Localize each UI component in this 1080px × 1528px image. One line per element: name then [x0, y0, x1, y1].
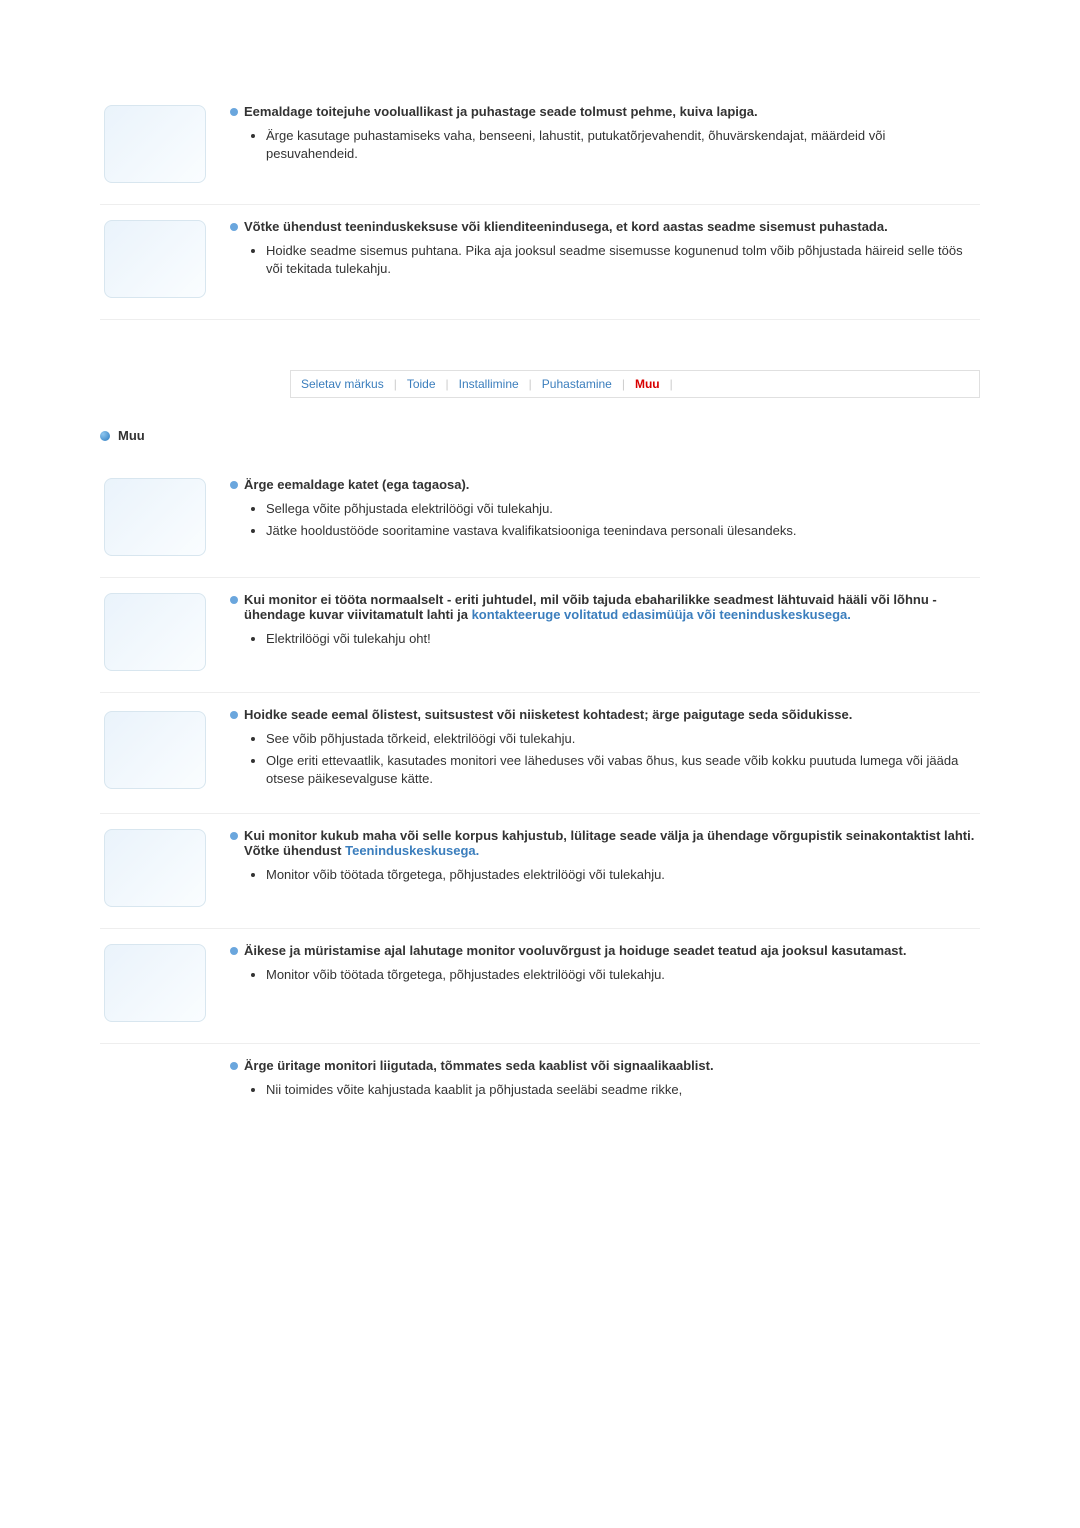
- safety-item: Ärge üritage monitori liigutada, tõmmate…: [100, 1044, 980, 1158]
- illustration-empty: [100, 1058, 210, 1138]
- bullet-list: Elektrilöögi või tulekahju oht!: [266, 630, 980, 648]
- safety-item: Võtke ühendust teeninduskeksuse või klie…: [100, 205, 980, 320]
- item-content: Kui monitor kukub maha või selle korpus …: [230, 828, 980, 908]
- nav-separator: |: [394, 377, 397, 391]
- illustration: [100, 592, 210, 672]
- item-heading: Eemaldage toitejuhe vooluallikast ja puh…: [230, 104, 980, 119]
- heading-extra-prefix: Võtke ühendust: [244, 843, 345, 858]
- item-content: Eemaldage toitejuhe vooluallikast ja puh…: [230, 104, 980, 184]
- safety-item: Kui monitor ei tööta normaalselt - eriti…: [100, 578, 980, 693]
- tab-nav-wrapper: Seletav märkus | Toide | Installimine | Puh…: [100, 370, 980, 398]
- item-content: Äikese ja müristamise ajal lahutage moni…: [230, 943, 980, 1023]
- bullet: Elektrilöögi või tulekahju oht!: [266, 630, 980, 648]
- illustration-placeholder: [104, 220, 206, 298]
- illustration-placeholder: [104, 711, 206, 789]
- item-heading: Ärge üritage monitori liigutada, tõmmate…: [230, 1058, 980, 1073]
- item-heading: Hoidke seade eemal õlistest, suitsustest…: [230, 707, 980, 722]
- safety-item: Ärge eemaldage katet (ega tagaosa). Sell…: [100, 463, 980, 578]
- illustration-placeholder: [104, 105, 206, 183]
- illustration: [100, 219, 210, 299]
- item-heading: Ärge eemaldage katet (ega tagaosa).: [230, 477, 980, 492]
- bullet-list: Hoidke seadme sisemus puhtana. Pika aja …: [266, 242, 980, 278]
- item-heading: Kui monitor kukub maha või selle korpus …: [230, 828, 980, 858]
- nav-separator: |: [670, 377, 673, 391]
- bullet-list: Monitor võib töötada tõrgetega, põhjusta…: [266, 866, 980, 884]
- heading-link[interactable]: kontakteeruge volitatud edasimüüja või t…: [472, 607, 851, 622]
- bullet: Jätke hooldustööde sooritamine vastava k…: [266, 522, 980, 540]
- bullet-list: Nii toimides võite kahjustada kaablit ja…: [266, 1081, 980, 1099]
- page: Eemaldage toitejuhe vooluallikast ja puh…: [0, 0, 1080, 1198]
- bullet-list: Monitor võib töötada tõrgetega, põhjusta…: [266, 966, 980, 984]
- bullet: Nii toimides võite kahjustada kaablit ja…: [266, 1081, 980, 1099]
- item-content: Ärge üritage monitori liigutada, tõmmate…: [230, 1058, 980, 1138]
- bullet-list: See võib põhjustada tõrkeid, elektrilöög…: [266, 730, 980, 789]
- nav-separator: |: [446, 377, 449, 391]
- heading-extra: Võtke ühendust Teeninduskeskusega.: [244, 843, 980, 858]
- illustration: [100, 477, 210, 557]
- bullet: Hoidke seadme sisemus puhtana. Pika aja …: [266, 242, 980, 278]
- illustration-placeholder: [104, 829, 206, 907]
- nav-separator: |: [622, 377, 625, 391]
- item-heading: Kui monitor ei tööta normaalselt - eriti…: [230, 592, 980, 622]
- item-content: Võtke ühendust teeninduskeksuse või klie…: [230, 219, 980, 299]
- bullet-list: Sellega võite põhjustada elektrilöögi võ…: [266, 500, 980, 540]
- item-heading: Võtke ühendust teeninduskeksuse või klie…: [230, 219, 980, 234]
- item-content: Kui monitor ei tööta normaalselt - eriti…: [230, 592, 980, 672]
- bullet: See võib põhjustada tõrkeid, elektrilöög…: [266, 730, 980, 748]
- bullet: Ärge kasutage puhastamiseks vaha, bensee…: [266, 127, 980, 163]
- illustration: [100, 828, 210, 908]
- illustration: [100, 707, 210, 793]
- bullet: Sellega võite põhjustada elektrilöögi võ…: [266, 500, 980, 518]
- nav-item-active[interactable]: Muu: [635, 377, 660, 391]
- safety-item: Äikese ja müristamise ajal lahutage moni…: [100, 929, 980, 1044]
- bullet: Monitor võib töötada tõrgetega, põhjusta…: [266, 866, 980, 884]
- item-content: Ärge eemaldage katet (ega tagaosa). Sell…: [230, 477, 980, 557]
- illustration: [100, 943, 210, 1023]
- illustration-placeholder: [104, 593, 206, 671]
- heading-link[interactable]: Teeninduskeskusega.: [345, 843, 479, 858]
- item-heading: Äikese ja müristamise ajal lahutage moni…: [230, 943, 980, 958]
- bullet-list: Ärge kasutage puhastamiseks vaha, bensee…: [266, 127, 980, 163]
- bottom-section: Ärge eemaldage katet (ega tagaosa). Sell…: [100, 463, 980, 1158]
- heading-text: Kui monitor kukub maha või selle korpus …: [244, 828, 974, 843]
- nav-item[interactable]: Toide: [407, 377, 436, 391]
- illustration-placeholder: [104, 944, 206, 1022]
- illustration: [100, 104, 210, 184]
- tab-nav: Seletav märkus | Toide | Installimine | Puh…: [290, 370, 980, 398]
- illustration-placeholder: [104, 478, 206, 556]
- safety-item: Kui monitor kukub maha või selle korpus …: [100, 814, 980, 929]
- safety-item: Hoidke seade eemal õlistest, suitsustest…: [100, 693, 980, 814]
- nav-item[interactable]: Seletav märkus: [301, 377, 384, 391]
- bullet: Olge eriti ettevaatlik, kasutades monito…: [266, 752, 980, 788]
- safety-item: Eemaldage toitejuhe vooluallikast ja puh…: [100, 90, 980, 205]
- nav-item[interactable]: Installimine: [459, 377, 519, 391]
- item-content: Hoidke seade eemal õlistest, suitsustest…: [230, 707, 980, 793]
- nav-separator: |: [529, 377, 532, 391]
- section-title: Muu: [100, 428, 980, 443]
- bullet: Monitor võib töötada tõrgetega, põhjusta…: [266, 966, 980, 984]
- nav-item[interactable]: Puhastamine: [542, 377, 612, 391]
- top-section: Eemaldage toitejuhe vooluallikast ja puh…: [100, 90, 980, 320]
